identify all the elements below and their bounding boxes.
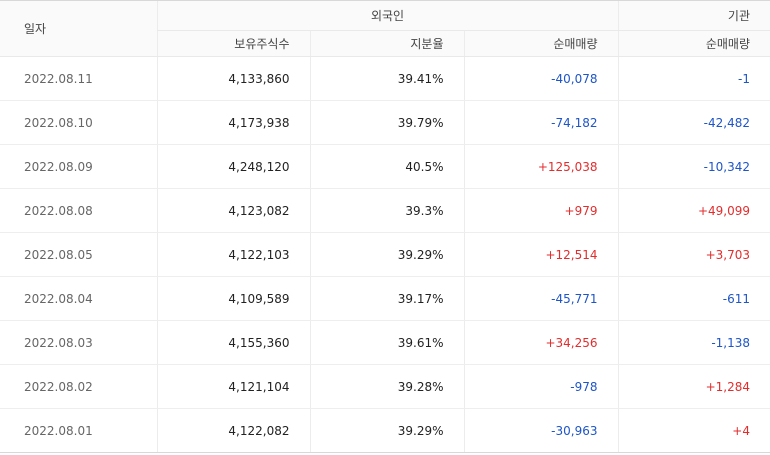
- date-cell: 2022.08.09: [0, 144, 157, 189]
- table-header: 일자 외국인 기관 보유주식수 지분율 순매매량 순매매량: [0, 0, 770, 57]
- foreign-net-cell: -45,771: [463, 276, 618, 321]
- institution-net-cell: -42,482: [617, 100, 770, 145]
- date-cell: 2022.08.08: [0, 188, 157, 233]
- table-row: 2022.08.01 4,122,082 39.29% -30,963 +4: [0, 408, 770, 453]
- foreign-net-cell: +125,038: [463, 144, 618, 189]
- table-body: 2022.08.11 4,133,860 39.41% -40,078 -1 2…: [0, 56, 770, 453]
- foreign-net-cell: +34,256: [463, 320, 618, 365]
- institution-net-cell: +1,284: [617, 364, 770, 409]
- institution-net-cell: -1,138: [617, 320, 770, 365]
- table-row: 2022.08.03 4,155,360 39.61% +34,256 -1,1…: [0, 320, 770, 365]
- ratio-cell: 39.28%: [309, 364, 464, 409]
- ratio-column-header: 지분율: [309, 30, 464, 57]
- institution-net-cell: +4: [617, 408, 770, 453]
- holdings-column-header: 보유주식수: [156, 30, 310, 57]
- foreign-net-cell: -40,078: [463, 56, 618, 101]
- table-row: 2022.08.05 4,122,103 39.29% +12,514 +3,7…: [0, 232, 770, 277]
- holdings-cell: 4,122,082: [156, 408, 310, 453]
- institution-net-cell: +3,703: [617, 232, 770, 277]
- institution-net-cell: -10,342: [617, 144, 770, 189]
- table-row: 2022.08.09 4,248,120 40.5% +125,038 -10,…: [0, 144, 770, 189]
- ratio-cell: 39.29%: [309, 232, 464, 277]
- foreign-net-cell: -978: [463, 364, 618, 409]
- date-cell: 2022.08.01: [0, 408, 157, 453]
- institution-net-cell: +49,099: [617, 188, 770, 233]
- date-cell: 2022.08.10: [0, 100, 157, 145]
- table-row: 2022.08.02 4,121,104 39.28% -978 +1,284: [0, 364, 770, 409]
- foreign-net-cell: +979: [463, 188, 618, 233]
- ratio-cell: 39.3%: [309, 188, 464, 233]
- holdings-cell: 4,123,082: [156, 188, 310, 233]
- institution-net-column-header: 순매매량: [617, 30, 770, 57]
- holdings-cell: 4,155,360: [156, 320, 310, 365]
- ratio-cell: 40.5%: [309, 144, 464, 189]
- ratio-cell: 39.17%: [309, 276, 464, 321]
- ratio-cell: 39.61%: [309, 320, 464, 365]
- date-column-header: 일자: [0, 0, 157, 57]
- holdings-cell: 4,133,860: [156, 56, 310, 101]
- date-cell: 2022.08.11: [0, 56, 157, 101]
- date-cell: 2022.08.03: [0, 320, 157, 365]
- date-cell: 2022.08.05: [0, 232, 157, 277]
- table-row: 2022.08.04 4,109,589 39.17% -45,771 -611: [0, 276, 770, 321]
- ratio-cell: 39.29%: [309, 408, 464, 453]
- holdings-cell: 4,109,589: [156, 276, 310, 321]
- holdings-cell: 4,248,120: [156, 144, 310, 189]
- table-row: 2022.08.11 4,133,860 39.41% -40,078 -1: [0, 56, 770, 101]
- holdings-cell: 4,122,103: [156, 232, 310, 277]
- ratio-cell: 39.41%: [309, 56, 464, 101]
- foreign-net-cell: -30,963: [463, 408, 618, 453]
- institution-net-cell: -1: [617, 56, 770, 101]
- foreign-net-cell: -74,182: [463, 100, 618, 145]
- foreign-net-column-header: 순매매량: [463, 30, 618, 57]
- foreign-net-cell: +12,514: [463, 232, 618, 277]
- date-cell: 2022.08.02: [0, 364, 157, 409]
- table-row: 2022.08.10 4,173,938 39.79% -74,182 -42,…: [0, 100, 770, 145]
- date-cell: 2022.08.04: [0, 276, 157, 321]
- institution-net-cell: -611: [617, 276, 770, 321]
- ratio-cell: 39.79%: [309, 100, 464, 145]
- institution-group-header: 기관: [617, 0, 770, 31]
- holdings-cell: 4,173,938: [156, 100, 310, 145]
- table-row: 2022.08.08 4,123,082 39.3% +979 +49,099: [0, 188, 770, 233]
- foreign-group-header: 외국인: [156, 0, 618, 31]
- holdings-cell: 4,121,104: [156, 364, 310, 409]
